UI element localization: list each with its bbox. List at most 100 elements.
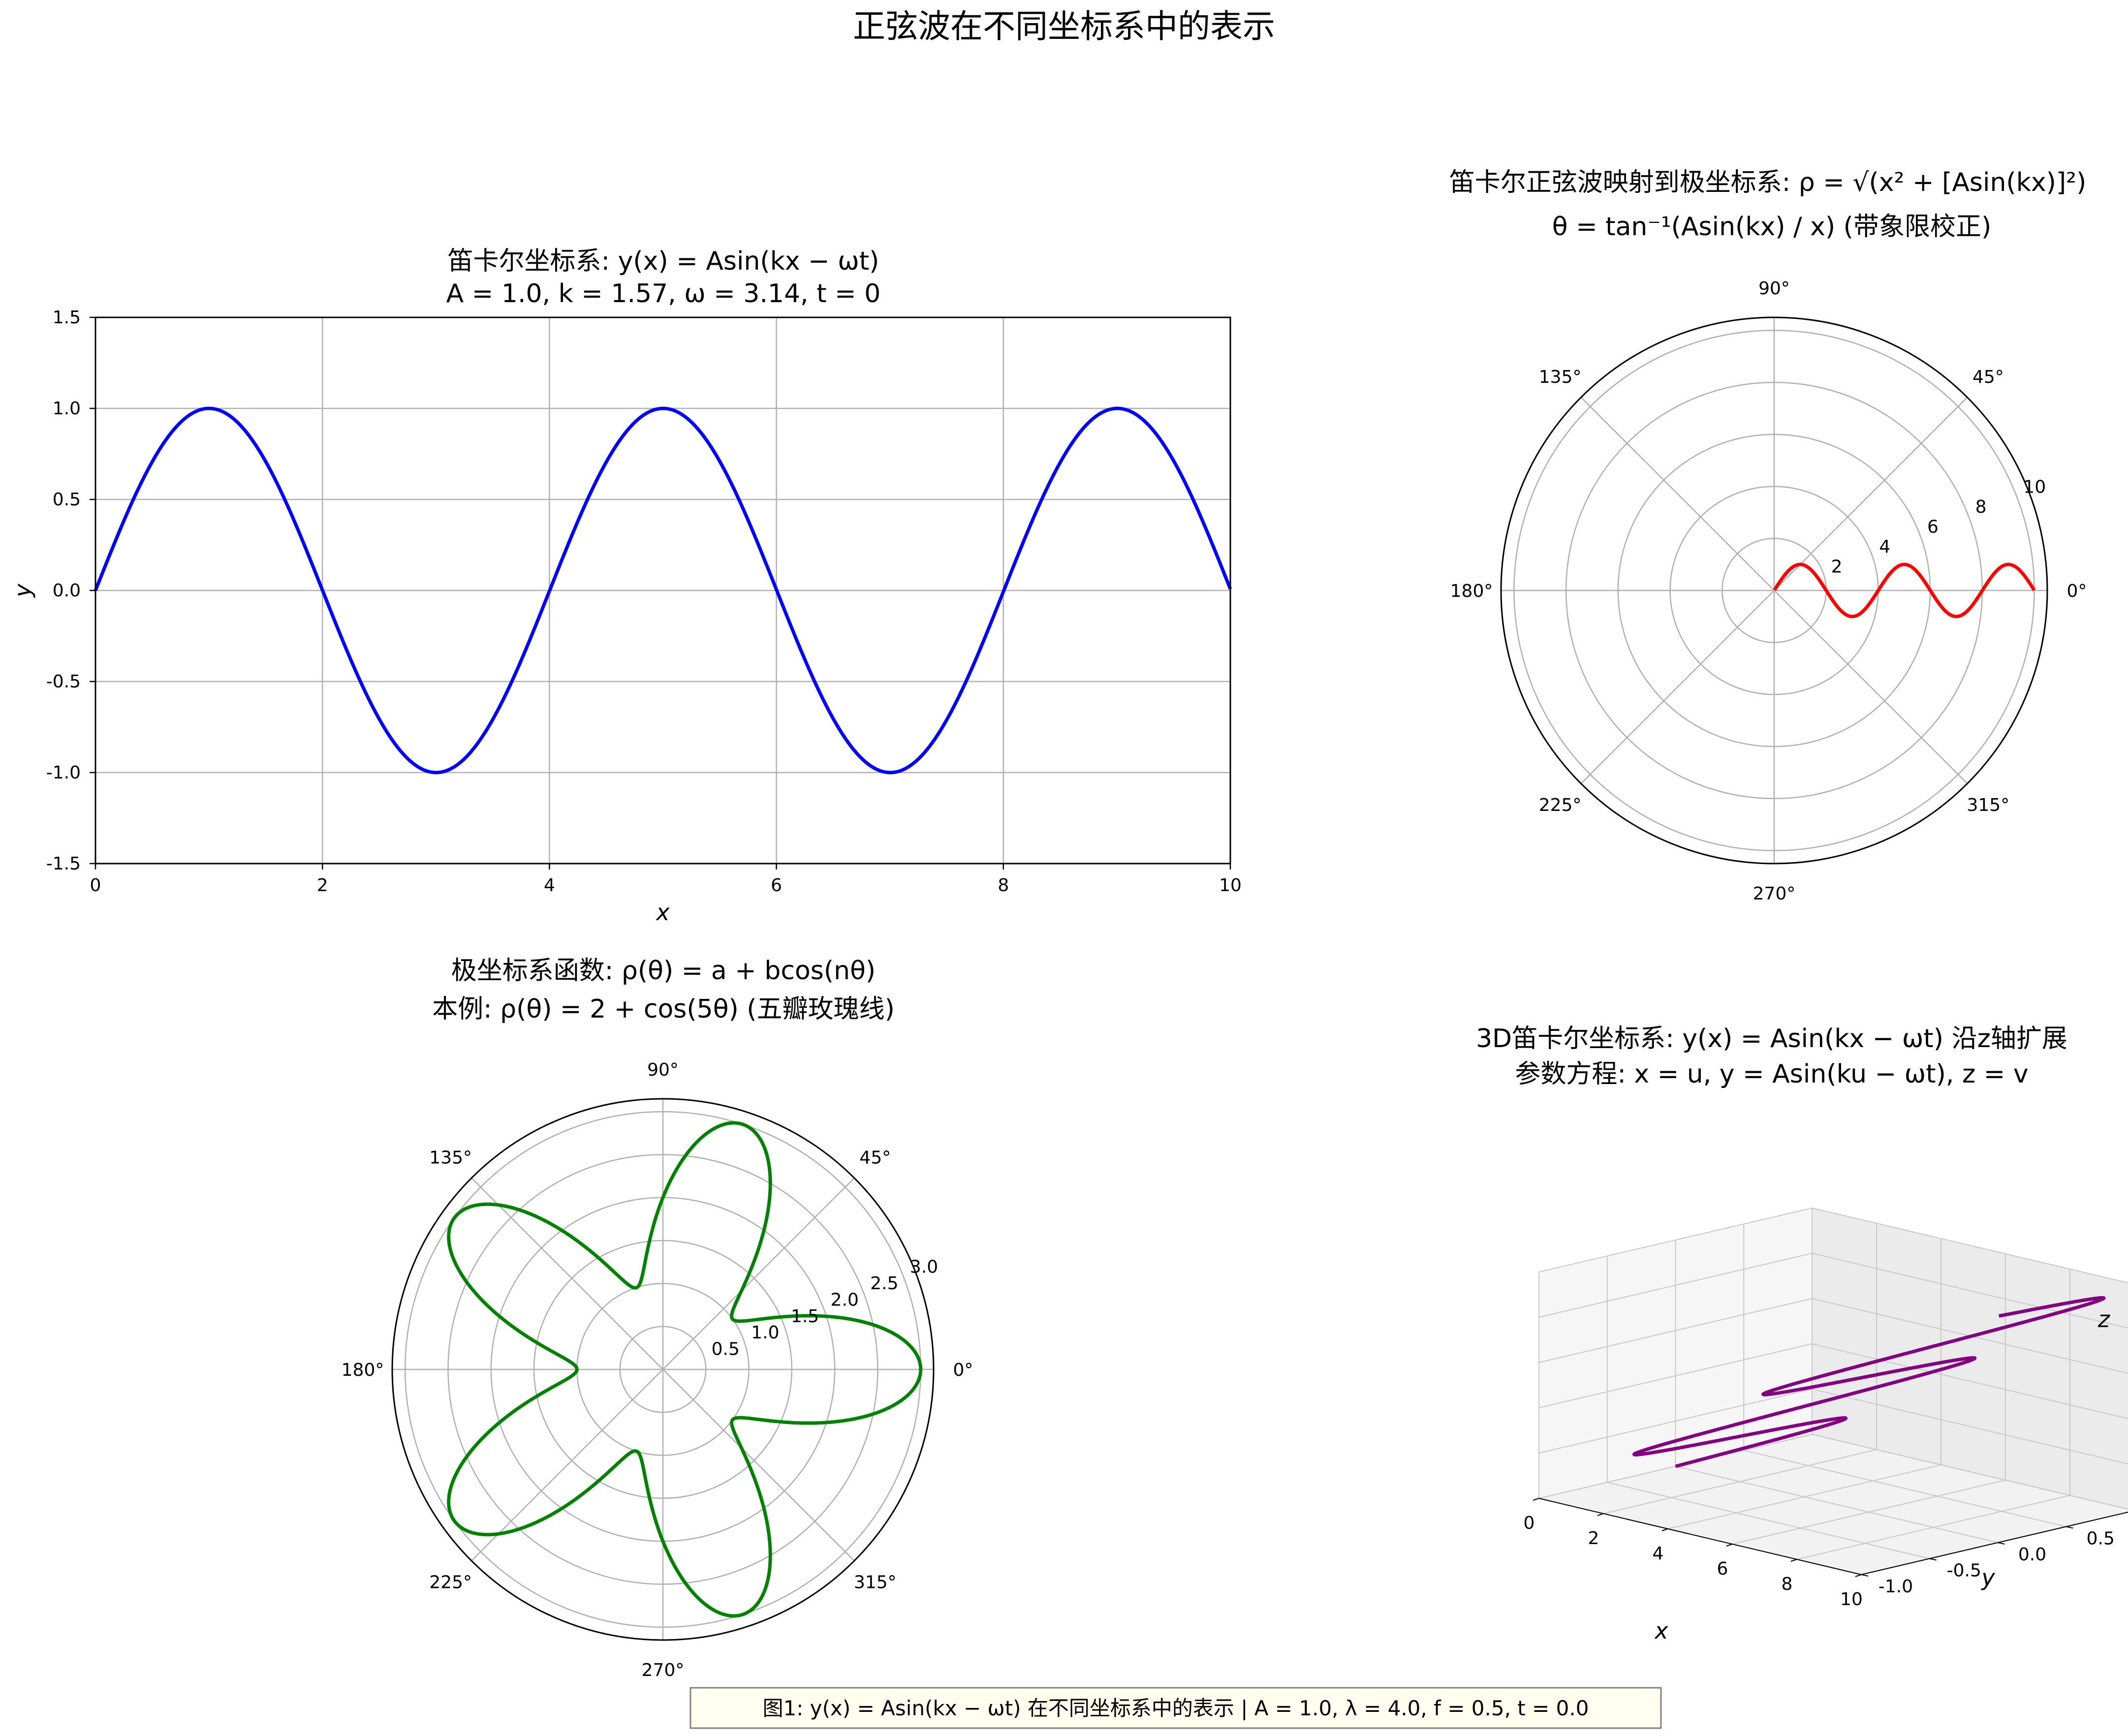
polar-mapped-angle-label: 180° <box>1450 581 1493 601</box>
rose-radial-label: 1.5 <box>791 1306 819 1327</box>
polar-mapped-angle-label: 315° <box>1967 795 2010 815</box>
3d-xtick-label: 4 <box>1653 1544 1664 1564</box>
polar-mapped-grid <box>1501 317 2047 864</box>
cartesian-title-line1: 笛卡尔坐标系: y(x) = Asin(kx − ωt) <box>448 247 879 276</box>
rose-spoke <box>471 1369 663 1561</box>
rose-angle-label: 270° <box>642 1660 685 1680</box>
polar-mapped-radial-label: 4 <box>1879 537 1890 557</box>
cartesian-ytick-label: 0.5 <box>53 490 81 510</box>
rose-angle-label: 0° <box>953 1360 973 1380</box>
polar-mapped-angle-label: 90° <box>1758 279 1790 299</box>
cartesian-xtick-label: 2 <box>317 875 328 896</box>
caption-box: 图1: y(x) = Asin(kx − ωt) 在不同坐标系中的表示 | A … <box>689 1687 1662 1729</box>
3d-xtick-label: 0 <box>1524 1513 1535 1533</box>
3d-grid-z-back <box>1812 1253 2128 1329</box>
polar-mapped-ring <box>1513 330 2035 851</box>
rose-radial-label: 2.0 <box>831 1290 859 1310</box>
rose-frame <box>391 1098 935 1641</box>
cartesian-subplot: 笛卡尔坐标系: y(x) = Asin(kx − ωt) A = 1.0, k … <box>9 247 1242 926</box>
3d-xtick-label: 6 <box>1717 1559 1728 1579</box>
3d-grid-y-floor <box>1607 1482 1930 1559</box>
3d-grid-z-side <box>1538 1343 1813 1408</box>
3d-ytick-mark <box>2066 1526 2073 1529</box>
3d-xtick-mark <box>1597 1513 1604 1516</box>
polar-mapped-title-line1: 笛卡尔正弦波映射到极坐标系: ρ = √(x² + [Asin(kx)]²) <box>1449 168 2087 197</box>
3d-xtick-mark <box>1790 1559 1797 1562</box>
3d-grid-z-side <box>1538 1298 1813 1363</box>
polar-mapped-spoke <box>1580 590 1775 784</box>
3d-subplot: 3D笛卡尔坐标系: y(x) = Asin(kx − ωt) 沿z轴扩展 参数方… <box>1476 1024 2128 1644</box>
3d-x-axis-line <box>1538 1498 1862 1575</box>
polar-mapped-spoke <box>1580 397 1775 591</box>
cartesian-title-line2: A = 1.0, k = 1.57, ω = 3.14, t = 0 <box>446 279 881 309</box>
3d-grid <box>1538 1208 2128 1575</box>
polar-mapped-angle-label: 0° <box>2067 581 2087 601</box>
rose-subplot: 极坐标系函数: ρ(θ) = a + bcos(nθ) 本例: ρ(θ) = 2… <box>342 956 973 1680</box>
3d-ylabel: y <box>1980 1564 1995 1591</box>
rose-angle-label: 315° <box>854 1572 897 1592</box>
rose-spoke <box>471 1178 663 1370</box>
polar-mapped-angle-label: 270° <box>1753 884 1796 904</box>
cartesian-ytick-label: 0.0 <box>53 581 81 601</box>
cartesian-xtick-label: 8 <box>998 875 1009 896</box>
rose-radial-label: 0.5 <box>712 1339 740 1360</box>
polar-mapped-radial-label: 2 <box>1831 557 1843 577</box>
cartesian-xtick-label: 0 <box>90 875 101 896</box>
polar-mapped-spoke <box>1774 397 1968 591</box>
3d-grid-y-floor <box>1744 1450 2066 1527</box>
cartesian-sine-line <box>94 406 1232 775</box>
polar-mapped-curve <box>1773 562 2036 619</box>
cartesian-ytick-label: -0.5 <box>46 672 81 692</box>
polar-mapped-subplot: 笛卡尔正弦波映射到极坐标系: ρ = √(x² + [Asin(kx)]²) θ… <box>1449 168 2087 904</box>
3d-ytick-label: -0.5 <box>1947 1561 1981 1581</box>
3d-zlabel: z <box>2097 1306 2110 1333</box>
rose-title-line1: 极坐标系函数: ρ(θ) = a + bcos(nθ) <box>451 956 876 986</box>
cartesian-xtick-label: 10 <box>1219 875 1242 896</box>
rose-angle-label: 90° <box>647 1060 679 1080</box>
3d-ytick-mark <box>1929 1558 1937 1561</box>
rose-angle-label: 45° <box>859 1148 891 1168</box>
rose-grid <box>392 1099 934 1640</box>
polar-mapped-radial-label: 10 <box>2023 477 2046 497</box>
rose-ticks: 0° 45° 90° 135° 180° 225° 270° 315° 0.5 1.0 1.5 2.0… <box>342 1060 973 1680</box>
3d-grid-z-side <box>1538 1389 1813 1454</box>
3d-xtick-mark <box>1533 1498 1539 1501</box>
3d-xtick-label: 8 <box>1782 1574 1793 1594</box>
3d-ytick-label: 0.5 <box>2087 1529 2115 1549</box>
rose-spoke <box>662 1369 855 1561</box>
rose-angle-label: 180° <box>342 1360 384 1380</box>
3d-xlabel: x <box>1654 1617 1668 1644</box>
rose-curve <box>447 1121 923 1618</box>
rose-ring <box>533 1240 793 1499</box>
cartesian-ytick-label: -1.0 <box>46 763 81 783</box>
polar-mapped-angle-label: 135° <box>1539 367 1582 387</box>
3d-ytick-label: -1.0 <box>1878 1577 1913 1597</box>
caption-background <box>689 1687 1662 1729</box>
rose-ring <box>619 1326 707 1413</box>
rose-radial-label: 3.0 <box>910 1257 938 1277</box>
3d-xtick-mark <box>1661 1528 1668 1531</box>
3d-title-line1: 3D笛卡尔坐标系: y(x) = Asin(kx − ωt) 沿z轴扩展 <box>1476 1024 2067 1054</box>
polar-mapped-angle-label: 225° <box>1539 795 1582 815</box>
3d-ytick-label: 0.0 <box>2018 1545 2046 1565</box>
cartesian-ylabel: y <box>9 584 36 598</box>
3d-grid-z-back <box>1812 1389 2128 1464</box>
3d-ytick-mark <box>1861 1574 1869 1577</box>
rose-title-line2: 本例: ρ(θ) = 2 + cos(5θ) (五瓣玫瑰线) <box>432 994 895 1024</box>
3d-xtick-mark <box>1855 1574 1862 1577</box>
3d-grid-z-side <box>1538 1253 1813 1318</box>
rose-radial-label: 2.5 <box>870 1273 898 1294</box>
cartesian-series <box>94 406 1232 775</box>
polar-mapped-title-line2: θ = tan⁻¹(Asin(kx) / x) (带象限校正) <box>1552 212 1992 242</box>
3d-grid-z-back <box>1812 1208 2128 1283</box>
rose-series <box>447 1121 923 1618</box>
polar-mapped-frame <box>1500 316 2048 865</box>
cartesian-xtick-label: 6 <box>771 875 782 896</box>
polar-mapped-spoke <box>1774 590 1968 784</box>
3d-xtick-label: 10 <box>1840 1589 1863 1610</box>
polar-mapped-radial-label: 6 <box>1927 517 1939 537</box>
3d-grid-y-floor <box>1675 1466 1998 1543</box>
3d-xtick-mark <box>1726 1544 1733 1547</box>
cartesian-ytick-label: 1.5 <box>53 308 81 328</box>
